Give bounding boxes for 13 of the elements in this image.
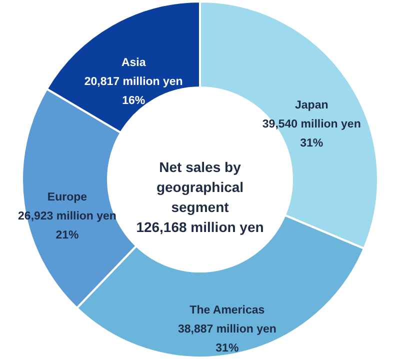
- text: 16%: [122, 95, 146, 108]
- slice-label: Japan: [295, 99, 328, 112]
- text: 126,168 million yen: [136, 219, 264, 235]
- text: 31%: [216, 342, 239, 355]
- data-label: 38,887 million yen: [178, 324, 276, 336]
- data-label: 39,540 million yen: [262, 118, 361, 130]
- text: 31%: [300, 137, 324, 150]
- text: Net sales by geographical segment: [156, 159, 244, 215]
- data-label: 20,817 million yen: [84, 76, 183, 88]
- slice-label: Europe: [47, 192, 88, 204]
- slice-label: Asia: [121, 57, 146, 70]
- text: 21%: [56, 230, 79, 242]
- slice-label: The Americas: [190, 304, 265, 317]
